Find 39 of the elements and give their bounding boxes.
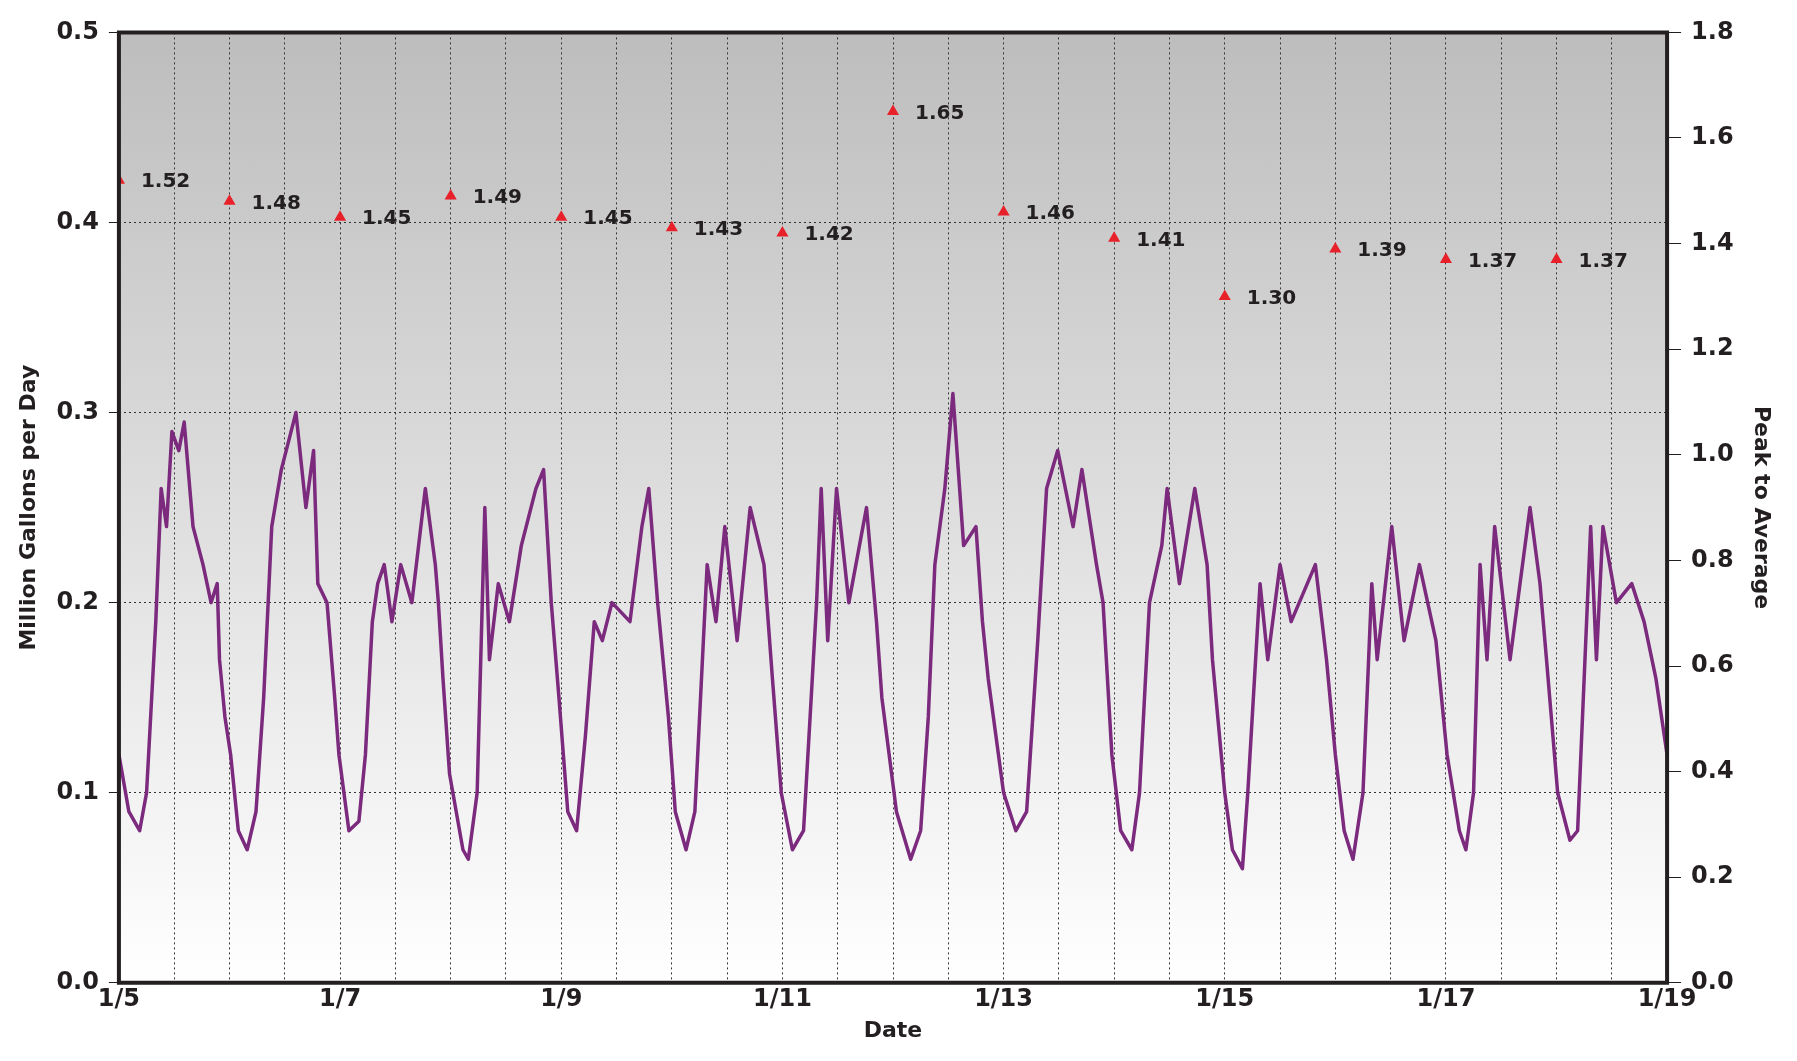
y2-tick-label: 1.6 [1691,122,1734,151]
y-tick-label: 0.1 [56,776,99,805]
y2-tick-label: 0.6 [1691,650,1734,679]
x-tick-label: 1/9 [540,984,583,1013]
y2-axis-title: Peak to Average [1750,405,1776,610]
data-label: 1.65 [915,99,965,124]
data-label: 1.42 [804,221,854,246]
x-tick-label: 1/11 [752,984,812,1013]
y-tick-label: 0.0 [56,967,99,996]
data-label: 1.46 [1025,200,1075,225]
data-label: 1.37 [1578,247,1628,272]
x-tick-label: 1/15 [1195,984,1255,1013]
data-label: 1.49 [472,184,523,209]
y2-tick-label: 0.4 [1691,755,1734,784]
data-label: 1.41 [1136,226,1186,251]
data-label: 1.45 [583,205,633,230]
y-tick-label: 0.3 [56,396,99,425]
y-tick-label: 0.2 [56,586,99,615]
data-label: 1.45 [362,205,412,230]
x-axis-title: Date [863,1016,923,1042]
x-tick-label: 1/7 [319,984,362,1013]
y2-tick-label: 1.2 [1691,333,1734,362]
y-axis-title: Million Gallons per Day [14,364,40,651]
y-tick-label: 0.4 [56,206,99,235]
y-tick-label: 0.5 [56,16,99,45]
x-tick-label: 1/13 [974,984,1034,1013]
x-tick-label: 1/5 [97,984,140,1013]
data-label: 1.39 [1357,237,1407,262]
data-label: 1.43 [693,215,744,240]
x-tick-label: 1/17 [1416,984,1476,1013]
y2-tick-label: 0.8 [1691,544,1734,573]
y2-tick-label: 1.8 [1691,16,1734,45]
data-label: 1.48 [251,189,301,214]
y2-tick-label: 1.4 [1691,227,1734,256]
data-label: 1.52 [140,168,191,193]
y2-tick-label: 1.0 [1691,439,1734,468]
data-label: 1.30 [1246,284,1297,309]
y2-tick-label: 0.2 [1691,861,1734,890]
data-label: 1.37 [1467,247,1518,272]
